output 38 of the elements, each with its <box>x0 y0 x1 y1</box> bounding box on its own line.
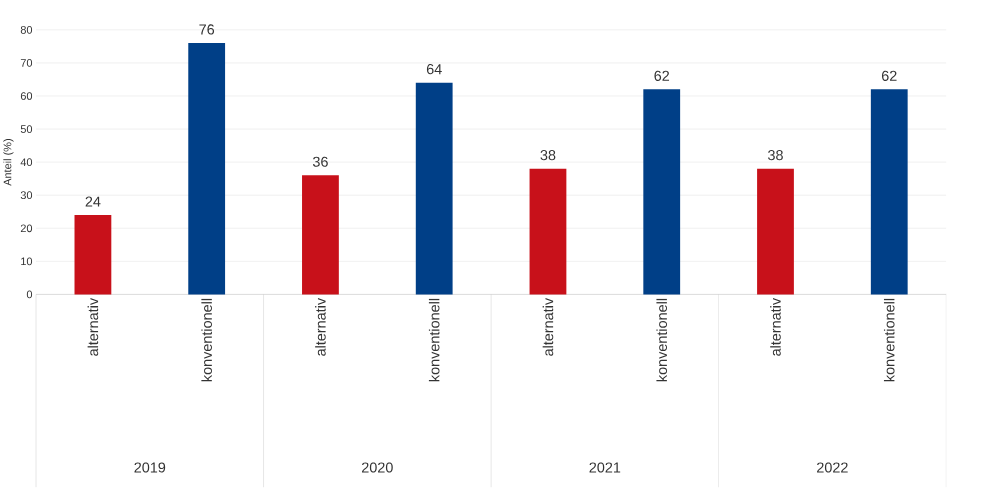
bar <box>643 89 681 295</box>
bar <box>757 168 794 295</box>
data-label: 62 <box>881 70 897 82</box>
bar <box>74 215 112 295</box>
x-tick-label: konventionell <box>883 299 895 382</box>
bar <box>302 175 339 295</box>
x-tick-label: konventionell <box>428 299 440 382</box>
x-tick-label: alternativ <box>87 298 99 357</box>
y-tick-label: 40 <box>20 158 33 167</box>
y-tick-label: 10 <box>21 257 33 266</box>
text: 2021 <box>589 462 621 473</box>
data-label: 76 <box>199 24 215 35</box>
data-label: 38 <box>768 150 783 161</box>
x-tick-label: konventionell <box>201 299 212 382</box>
y-tick-label: 70 <box>20 59 33 67</box>
data-label: 36 <box>312 156 328 168</box>
bar <box>529 168 567 295</box>
x-tick-label: alternativ <box>542 298 554 357</box>
y-tick-label: 20 <box>20 224 33 233</box>
text: 2019 <box>134 462 166 473</box>
x-tick-label: alternativ <box>315 298 326 357</box>
x-tick-label: konventionell <box>656 299 668 382</box>
bar <box>188 43 226 295</box>
data-label: 62 <box>654 70 670 82</box>
bar <box>870 89 908 295</box>
text: 2020 <box>362 462 393 473</box>
y-tick-label: 30 <box>20 191 33 200</box>
y-axis-title: Anteil (%) <box>3 139 14 187</box>
data-label: 64 <box>426 64 442 75</box>
y-tick-label: 80 <box>20 26 33 34</box>
data-label: 38 <box>540 150 556 161</box>
x-tick-label: alternativ <box>770 298 781 357</box>
data-label: 24 <box>85 196 101 207</box>
bar <box>415 82 453 295</box>
text: 2022 <box>817 462 848 473</box>
y-tick-label: 0 <box>26 290 33 299</box>
y-tick-label: 50 <box>20 125 33 134</box>
y-tick-label: 60 <box>20 92 33 101</box>
